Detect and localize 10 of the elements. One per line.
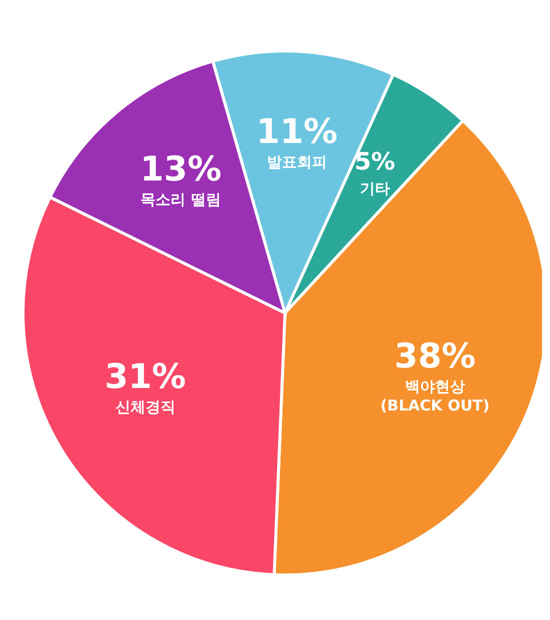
data-label: 38% xyxy=(394,336,476,376)
slice-label: 목소리 떨림 xyxy=(140,190,221,208)
data-label: 11% xyxy=(256,112,338,152)
data-label: 13% xyxy=(140,149,222,190)
slice-label: 백야현상 (BLACK OUT) xyxy=(380,377,490,414)
data-label: 31% xyxy=(104,356,186,397)
slice-label: 기타 xyxy=(360,180,390,198)
slice-label: 신체경직 xyxy=(115,398,176,416)
slice-label: 발표회피 xyxy=(266,152,327,171)
data-label: 5% xyxy=(354,148,396,176)
